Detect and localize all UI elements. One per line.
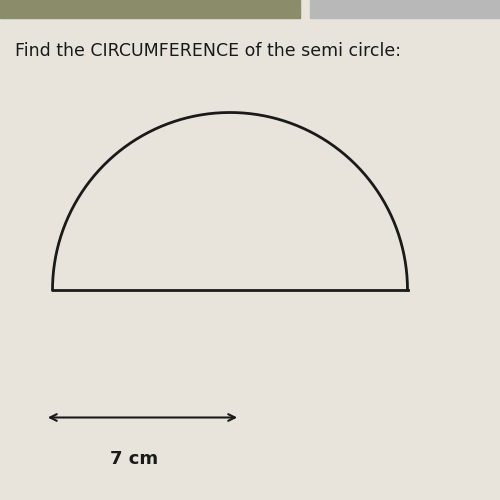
Bar [0, 0, 300, 18]
Bar [310, 0, 500, 18]
Text: Find the CIRCUMFERENCE of the semi circle:: Find the CIRCUMFERENCE of the semi circl… [15, 42, 401, 60]
Text: 7 cm: 7 cm [110, 450, 158, 468]
